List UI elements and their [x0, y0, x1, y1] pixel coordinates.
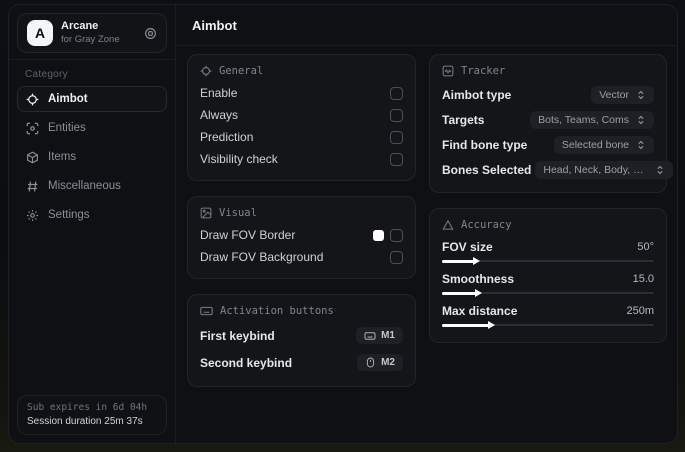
sidebar-nav: Aimbot Entities Items	[9, 86, 175, 228]
draw-fov-background-checkbox[interactable]	[390, 250, 403, 264]
sidebar-item-label: Aimbot	[48, 93, 88, 105]
setting-row-targets: Targets Bots, Teams, Coms	[442, 107, 654, 132]
sidebar-item-miscellaneous[interactable]: Miscellaneous	[17, 173, 167, 199]
fov-size-value: 50°	[637, 240, 654, 253]
panel-title-general: General	[219, 65, 264, 77]
sidebar-item-aimbot[interactable]: Aimbot	[17, 86, 167, 112]
fov-border-color-swatch[interactable]	[373, 229, 384, 241]
tracker-icon	[442, 65, 454, 77]
panel-general: General Enable Always Prediction	[187, 54, 416, 181]
sidebar-item-entities[interactable]: Entities	[17, 115, 167, 141]
smoothness-slider[interactable]	[442, 289, 654, 298]
setting-row-bones-selected: Bones Selected Head, Neck, Body, Pe...	[442, 157, 674, 182]
sidebar-divider	[9, 59, 175, 60]
sidebar: A Arcane for Gray Zone Category Aimbot	[9, 5, 176, 443]
sidebar-item-label: Items	[48, 151, 77, 163]
first-keybind-button[interactable]: M1	[356, 327, 403, 344]
mouse-icon	[365, 357, 376, 368]
setting-row-always: Always	[200, 104, 403, 126]
setting-row-prediction: Prediction	[200, 126, 403, 148]
enable-checkbox[interactable]	[390, 86, 403, 100]
setting-row-second-keybind: Second keybind M2	[200, 349, 403, 376]
find-bone-type-dropdown[interactable]: Selected bone	[553, 135, 654, 154]
panel-title-activation: Activation buttons	[220, 305, 334, 317]
aimbot-type-dropdown[interactable]: Vector	[591, 85, 654, 104]
setting-row-fov-size: FOV size 50°	[442, 236, 654, 266]
second-keybind-button[interactable]: M2	[357, 354, 403, 371]
main-area: Aimbot General Enable	[176, 5, 677, 443]
always-checkbox[interactable]	[390, 108, 403, 122]
fov-size-slider[interactable]	[442, 257, 654, 266]
sidebar-item-label: Settings	[48, 209, 90, 221]
slider-thumb[interactable]	[472, 257, 480, 265]
sidebar-item-items[interactable]: Items	[17, 144, 167, 170]
smoothness-value: 15.0	[632, 272, 654, 285]
image-icon	[200, 207, 212, 219]
setting-row-find-bone-type: Find bone type Selected bone	[442, 132, 654, 157]
gear-icon	[26, 209, 39, 222]
panel-tracker: Tracker Aimbot type Vector	[429, 54, 674, 193]
app-subtitle: for Gray Zone	[61, 33, 120, 45]
setting-row-visibility-check: Visibility check	[200, 148, 403, 170]
triangle-icon	[442, 219, 454, 231]
sidebar-item-settings[interactable]: Settings	[17, 202, 167, 228]
keyboard-icon	[364, 331, 376, 341]
page-title: Aimbot	[192, 17, 237, 33]
panel-title-tracker: Tracker	[461, 65, 506, 77]
crosshair-icon	[200, 65, 212, 77]
setting-row-aimbot-type: Aimbot type Vector	[442, 82, 654, 107]
chevrons-up-down-icon	[636, 115, 646, 125]
panel-title-accuracy: Accuracy	[461, 219, 512, 231]
scan-eye-icon	[26, 122, 39, 135]
crosshair-icon	[26, 93, 39, 106]
setting-row-draw-fov-border: Draw FOV Border	[200, 224, 403, 246]
targets-dropdown[interactable]: Bots, Teams, Coms	[530, 110, 654, 129]
setting-row-smoothness: Smoothness 15.0	[442, 268, 654, 298]
session-duration-text: Session duration 25m 37s	[27, 416, 143, 427]
app-logo-card: A Arcane for Gray Zone	[17, 13, 167, 53]
slider-thumb[interactable]	[474, 289, 482, 297]
panel-accuracy: Accuracy FOV size 50°	[429, 208, 667, 343]
grid-hash-icon	[26, 180, 39, 193]
max-distance-value: 250m	[626, 304, 654, 317]
sidebar-item-label: Miscellaneous	[48, 180, 121, 192]
visibility-check-checkbox[interactable]	[390, 152, 403, 166]
panel-activation-buttons: Activation buttons First keybind M1	[187, 294, 416, 387]
draw-fov-border-checkbox[interactable]	[390, 228, 403, 242]
app-logo: A	[27, 20, 53, 46]
panel-title-visual: Visual	[219, 207, 257, 219]
keyboard-icon	[200, 305, 213, 317]
prediction-checkbox[interactable]	[390, 130, 403, 144]
chevrons-up-down-icon	[655, 165, 665, 175]
chevrons-up-down-icon	[636, 140, 646, 150]
setting-row-first-keybind: First keybind M1	[200, 322, 403, 349]
app-window: A Arcane for Gray Zone Category Aimbot	[8, 4, 678, 444]
panel-visual: Visual Draw FOV Border Draw FOV Backgrou…	[187, 196, 416, 279]
chevrons-up-down-icon	[636, 90, 646, 100]
slider-thumb[interactable]	[487, 321, 495, 329]
setting-row-enable: Enable	[200, 82, 403, 104]
column-right: Tracker Aimbot type Vector	[429, 54, 674, 343]
setting-row-max-distance: Max distance 250m	[442, 300, 654, 330]
content: General Enable Always Prediction	[176, 46, 677, 443]
setting-row-draw-fov-background: Draw FOV Background	[200, 246, 403, 268]
max-distance-slider[interactable]	[442, 321, 654, 330]
main-header: Aimbot	[176, 5, 677, 46]
app-name: Arcane	[61, 20, 99, 33]
bones-selected-dropdown[interactable]: Head, Neck, Body, Pe...	[535, 160, 674, 179]
sub-expires-text: Sub expires in 6d 04h	[27, 402, 148, 413]
subscription-info: Sub expires in 6d 04h Session duration 2…	[17, 395, 167, 435]
sidebar-item-label: Entities	[48, 122, 86, 134]
package-icon	[26, 151, 39, 164]
column-left: General Enable Always Prediction	[187, 54, 416, 387]
category-label: Category	[25, 69, 68, 80]
unload-icon[interactable]	[144, 27, 157, 40]
